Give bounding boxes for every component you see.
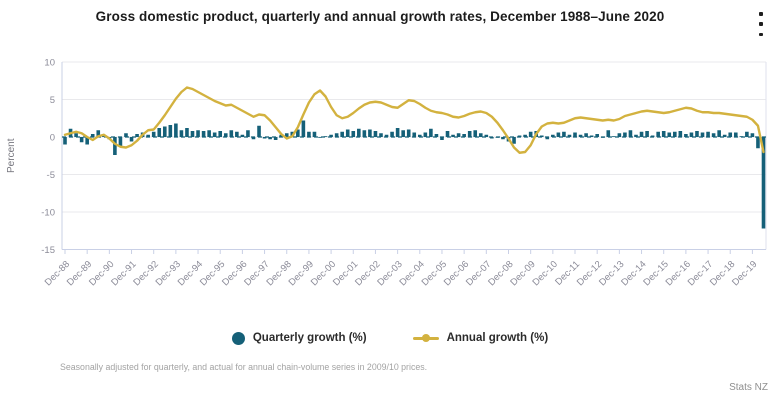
svg-text:-5: -5 — [47, 170, 55, 181]
gdp-chart: 10 5 0 -5 -10 -15 Percent Dec-88Dec-89Dec-90Dec… — [6, 58, 767, 288]
axes — [61, 62, 767, 250]
legend-label: Annual growth (%) — [446, 332, 549, 344]
x-axis-labels: Dec-88Dec-89Dec-90Dec-91Dec-92Dec-93Dec-… — [43, 259, 760, 288]
svg-text:10: 10 — [44, 58, 55, 69]
chart-title: Gross domestic product, quarterly and an… — [95, 9, 665, 24]
y-axis-title: Percent — [6, 138, 17, 173]
svg-text:Dec-10: Dec-10 — [531, 259, 560, 288]
legend-item-annual[interactable]: Annual growth (%) — [412, 332, 549, 344]
svg-text:0: 0 — [50, 133, 55, 144]
svg-text:Dec-19: Dec-19 — [730, 259, 759, 288]
annual-marker-icon — [412, 334, 439, 342]
svg-text:Percent: Percent — [6, 138, 17, 173]
annual-line — [63, 86, 765, 154]
kebab-menu-icon[interactable] — [752, 11, 770, 37]
svg-text:-10: -10 — [41, 208, 55, 219]
quarterly-marker-icon — [231, 331, 245, 345]
legend-item-quarterly[interactable]: Quarterly growth (%) — [231, 331, 367, 345]
svg-text:5: 5 — [50, 95, 55, 106]
legend-label: Quarterly growth (%) — [252, 332, 367, 344]
chart-footnote: Seasonally adjusted for quarterly, and a… — [60, 362, 428, 372]
chart-legend: Quarterly growth (%) Annual growth (%) — [0, 329, 780, 347]
y-axis-labels: 10 5 0 -5 -10 -15 — [41, 58, 55, 257]
svg-text:-15: -15 — [41, 245, 55, 256]
x-axis-ticks — [64, 249, 753, 254]
gridlines — [62, 61, 766, 250]
source-attribution: Stats NZ — [729, 382, 768, 393]
